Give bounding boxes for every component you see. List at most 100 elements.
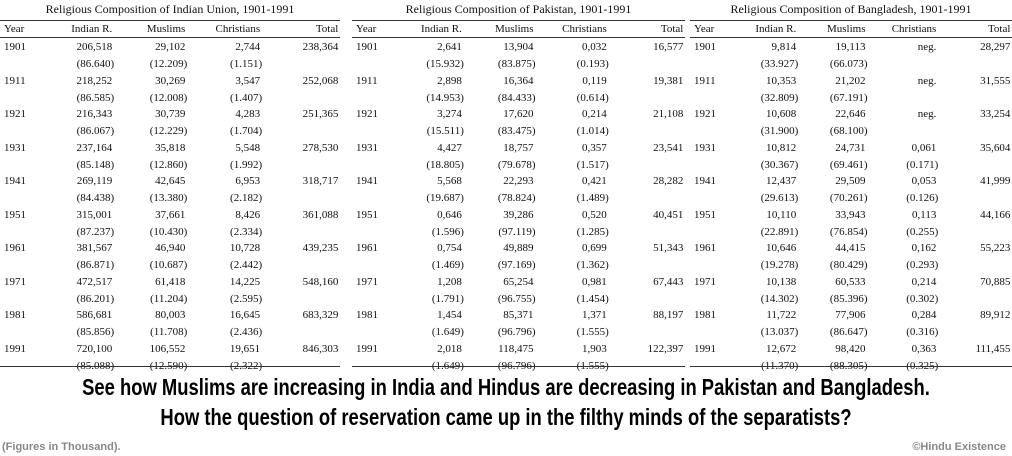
share-cell: (1.791) bbox=[431, 292, 464, 305]
value-cell: 0,357 bbox=[582, 141, 607, 154]
value-cell: 65,254 bbox=[503, 275, 534, 288]
share-cell: (1.285) bbox=[576, 225, 609, 238]
share-cell: (10.687) bbox=[149, 259, 188, 271]
column-header: Muslims bbox=[494, 23, 534, 35]
value-cell: 16,645 bbox=[229, 309, 261, 321]
year-cell: 1941 bbox=[356, 175, 378, 187]
share-cell: (2.436) bbox=[230, 326, 263, 338]
total-cell: 40,451 bbox=[653, 208, 684, 221]
share-cell: (68.100) bbox=[829, 125, 868, 137]
share-cell: (1.469) bbox=[431, 259, 464, 271]
value-cell: 49,889 bbox=[503, 242, 534, 254]
year-cell: 1961 bbox=[356, 242, 378, 254]
total-cell: 846,303 bbox=[302, 342, 339, 355]
value-cell: 1,903 bbox=[582, 342, 607, 355]
value-cell: 3,547 bbox=[235, 74, 261, 87]
column-header: Total bbox=[660, 23, 684, 35]
table-title: Religious Composition of Bangladesh, 190… bbox=[730, 2, 972, 16]
value-cell: neg. bbox=[917, 108, 937, 120]
year-cell: 1921 bbox=[4, 108, 26, 120]
value-cell: 39,286 bbox=[503, 208, 534, 221]
share-cell: (83.875) bbox=[497, 58, 536, 70]
share-cell: (13.380) bbox=[149, 192, 188, 204]
total-cell: 111,455 bbox=[975, 342, 1011, 355]
share-cell: (97.119) bbox=[498, 225, 536, 238]
value-cell: 106,552 bbox=[149, 342, 186, 355]
share-cell: (86.640) bbox=[76, 58, 115, 70]
value-cell: 0,162 bbox=[911, 242, 937, 254]
value-cell: 10,353 bbox=[766, 74, 797, 87]
share-cell: (1.649) bbox=[431, 326, 464, 338]
share-cell: (86.647) bbox=[829, 326, 868, 338]
value-cell: 237,164 bbox=[76, 141, 113, 154]
value-cell: 5,548 bbox=[235, 141, 261, 154]
value-cell: 10,608 bbox=[766, 108, 797, 120]
value-cell: 37,661 bbox=[155, 208, 186, 221]
value-cell: 0,699 bbox=[582, 242, 607, 254]
value-cell: 1,208 bbox=[437, 275, 462, 288]
share-cell: (0.171) bbox=[906, 158, 939, 171]
year-cell: 1981 bbox=[694, 309, 716, 321]
value-cell: 9,814 bbox=[771, 41, 797, 53]
value-cell: 77,906 bbox=[835, 309, 866, 321]
value-cell: 0,981 bbox=[582, 275, 607, 288]
share-cell: (1.517) bbox=[576, 158, 609, 171]
column-header: Indian R. bbox=[755, 23, 797, 35]
total-cell: 41,999 bbox=[980, 175, 1011, 187]
value-cell: 13,904 bbox=[503, 41, 534, 53]
share-cell: (84.433) bbox=[497, 91, 536, 104]
share-cell: (1.596) bbox=[431, 225, 464, 238]
value-cell: 10,138 bbox=[766, 275, 797, 288]
share-cell: (13.037) bbox=[760, 326, 799, 338]
value-cell: 2,898 bbox=[437, 74, 462, 87]
share-cell: (67.191) bbox=[829, 91, 868, 104]
value-cell: 10,110 bbox=[766, 208, 797, 221]
year-cell: 1931 bbox=[694, 141, 716, 154]
share-cell: (70.261) bbox=[829, 192, 868, 204]
value-cell: 61,418 bbox=[155, 275, 186, 288]
year-cell: 1911 bbox=[356, 74, 378, 87]
value-cell: 80,003 bbox=[155, 309, 186, 321]
credit: ©Hindu Existence bbox=[912, 441, 1006, 453]
rule bbox=[0, 37, 340, 38]
share-cell: (87.237) bbox=[76, 225, 115, 238]
share-cell: (12.209) bbox=[149, 58, 188, 70]
year-cell: 1981 bbox=[4, 309, 26, 321]
value-cell: 216,343 bbox=[76, 108, 113, 120]
value-cell: 0,646 bbox=[437, 208, 462, 221]
share-cell: (0.302) bbox=[906, 292, 939, 305]
value-cell: 315,001 bbox=[76, 208, 113, 221]
value-cell: 0,421 bbox=[582, 175, 607, 187]
value-cell: 4,283 bbox=[235, 108, 261, 120]
value-cell: 0,119 bbox=[582, 74, 607, 87]
share-cell: (2.322) bbox=[230, 359, 263, 372]
column-header: Christians bbox=[215, 23, 261, 35]
caption-line: See how Muslims are increasing in India … bbox=[82, 374, 930, 400]
total-cell: 122,397 bbox=[647, 342, 684, 355]
total-cell: 35,604 bbox=[980, 141, 1011, 154]
share-cell: (97.169) bbox=[497, 259, 536, 271]
footnote: (Figures in Thousand). bbox=[2, 441, 121, 453]
share-cell: (0.193) bbox=[576, 58, 609, 70]
value-cell: 19,651 bbox=[229, 342, 261, 355]
value-cell: 12,672 bbox=[766, 342, 797, 355]
value-cell: 85,371 bbox=[503, 309, 534, 321]
column-header: Year bbox=[4, 23, 25, 35]
share-cell: (69.461) bbox=[829, 158, 868, 171]
value-cell: 10,812 bbox=[766, 141, 797, 154]
rule bbox=[0, 20, 340, 21]
value-cell: 1,454 bbox=[437, 309, 462, 321]
total-cell: 361,088 bbox=[302, 208, 339, 221]
share-cell: (0.293) bbox=[906, 259, 939, 271]
share-cell: (66.073) bbox=[829, 58, 868, 70]
total-cell: 318,717 bbox=[302, 175, 339, 187]
share-cell: (15.932) bbox=[426, 58, 464, 70]
year-cell: 1961 bbox=[694, 242, 716, 254]
total-cell: 21,108 bbox=[653, 108, 684, 120]
share-cell: (22.891) bbox=[760, 225, 799, 238]
value-cell: 6,953 bbox=[235, 175, 261, 187]
rule bbox=[690, 37, 1012, 38]
column-header: Muslims bbox=[146, 23, 186, 35]
share-cell: (1.407) bbox=[230, 91, 263, 104]
